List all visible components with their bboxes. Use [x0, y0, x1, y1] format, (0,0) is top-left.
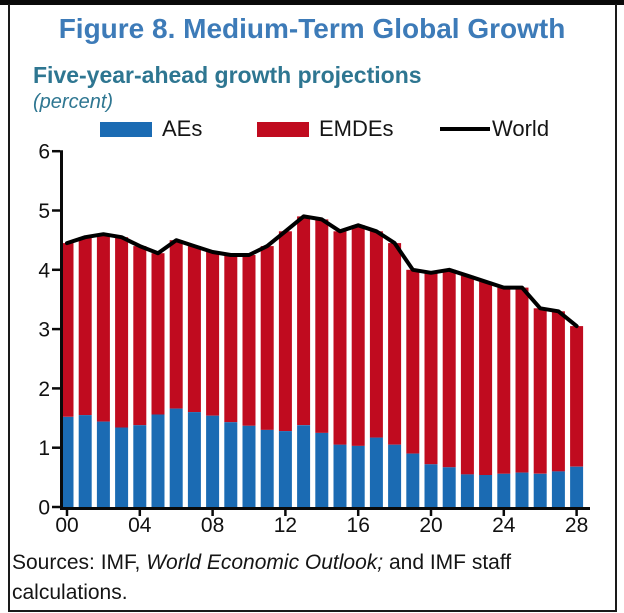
bar-emdes-17: [369, 231, 383, 438]
bar-aes-01: [78, 415, 92, 507]
bar-emdes-11: [260, 246, 274, 430]
sources-line2: calculations.: [12, 581, 128, 604]
x-tick-label-04: 04: [128, 514, 152, 537]
frame-left-border: [8, 4, 10, 611]
legend-swatch-aes: [100, 121, 152, 137]
bar-emdes-14: [315, 219, 329, 433]
y-tick-label-2: 2: [38, 378, 50, 401]
bar-emdes-03: [115, 237, 129, 428]
bar-aes-13: [297, 425, 311, 507]
bar-aes-14: [315, 432, 329, 507]
bar-emdes-25: [515, 287, 529, 473]
frame-bottom-border: [8, 610, 617, 612]
bar-emdes-10: [242, 255, 256, 426]
bar-emdes-18: [388, 243, 402, 445]
sources-suffix: and IMF staff: [383, 551, 512, 574]
bar-aes-26: [533, 473, 547, 507]
bar-aes-17: [369, 437, 383, 507]
legend-item-emdes: EMDEs: [257, 116, 394, 142]
bar-aes-16: [351, 445, 365, 507]
legend-item-aes: AEs: [100, 116, 202, 142]
bar-aes-03: [115, 427, 129, 507]
bar-emdes-27: [551, 311, 565, 472]
sources-publication-italic: World Economic Outlook;: [146, 551, 384, 574]
bar-emdes-21: [442, 269, 456, 468]
bar-emdes-22: [460, 275, 474, 475]
figure-title: Figure 8. Medium-Term Global Growth: [58, 13, 566, 44]
x-tick-label-28: 28: [565, 514, 588, 537]
bar-emdes-08: [206, 252, 220, 416]
y-tick-label-6: 6: [38, 141, 50, 164]
bar-emdes-00: [60, 243, 74, 417]
sources-note: Sources: IMF, World Economic Outlook; an…: [12, 548, 602, 608]
x-tick-label-08: 08: [201, 514, 224, 537]
chart-legend: AEs EMDEs World: [0, 116, 624, 142]
bar-emdes-16: [351, 225, 365, 446]
bar-aes-12: [278, 431, 292, 507]
bar-emdes-06: [169, 240, 183, 409]
bar-aes-18: [388, 444, 402, 507]
bar-aes-04: [133, 425, 147, 507]
legend-label-aes: AEs: [162, 116, 203, 141]
legend-line-world: [440, 127, 490, 131]
bar-aes-28: [570, 466, 584, 507]
bar-aes-23: [479, 475, 493, 507]
x-tick-label-00: 00: [55, 514, 78, 537]
bar-aes-25: [515, 472, 529, 507]
legend-label-emdes: EMDEs: [319, 116, 394, 141]
figure-unit-note: (percent): [33, 91, 114, 113]
bar-aes-20: [424, 464, 438, 507]
bar-aes-00: [60, 416, 74, 507]
legend-swatch-emdes: [257, 121, 309, 137]
x-tick-label-12: 12: [274, 514, 297, 537]
y-tick-label-0: 0: [38, 497, 50, 520]
y-tick-label-4: 4: [38, 259, 50, 282]
frame-right-border: [615, 4, 617, 611]
bar-emdes-02: [96, 234, 110, 422]
sources-prefix: Sources: IMF,: [12, 551, 147, 574]
bar-aes-02: [96, 421, 110, 507]
bar-emdes-01: [78, 237, 92, 416]
bar-emdes-28: [570, 326, 584, 467]
y-tick-label-5: 5: [38, 200, 50, 223]
bar-aes-08: [206, 415, 220, 507]
bar-aes-06: [169, 408, 183, 507]
bar-emdes-26: [533, 308, 547, 474]
bar-aes-07: [187, 412, 201, 507]
bar-emdes-13: [297, 216, 311, 426]
bar-emdes-19: [406, 269, 420, 454]
bar-aes-27: [551, 471, 565, 507]
x-tick-label-16: 16: [347, 514, 370, 537]
legend-item-world: World: [440, 116, 549, 142]
bar-aes-11: [260, 429, 274, 507]
x-tick-label-20: 20: [419, 514, 442, 537]
bar-emdes-24: [497, 287, 511, 474]
x-tick-label-24: 24: [492, 514, 516, 537]
bar-aes-15: [333, 444, 347, 507]
y-tick-label-3: 3: [38, 319, 50, 342]
bar-emdes-07: [187, 246, 201, 413]
bar-emdes-23: [479, 281, 493, 475]
bar-aes-21: [442, 467, 456, 507]
figure-subtitle: Five-year-ahead growth projections: [33, 62, 422, 88]
bar-aes-22: [460, 474, 474, 507]
bar-aes-05: [151, 414, 165, 507]
bar-emdes-15: [333, 231, 347, 445]
bar-aes-19: [406, 453, 420, 507]
y-tick-label-1: 1: [38, 437, 50, 460]
bar-aes-09: [224, 422, 238, 507]
bar-aes-24: [497, 473, 511, 507]
bar-emdes-12: [278, 231, 292, 432]
bar-aes-10: [242, 425, 256, 507]
world-line: [65, 214, 579, 329]
bar-emdes-09: [224, 255, 238, 423]
legend-label-world: World: [492, 116, 550, 141]
bar-emdes-20: [424, 272, 438, 465]
frame-top-border: [0, 0, 624, 5]
bar-emdes-05: [151, 253, 165, 415]
bar-emdes-04: [133, 246, 147, 426]
